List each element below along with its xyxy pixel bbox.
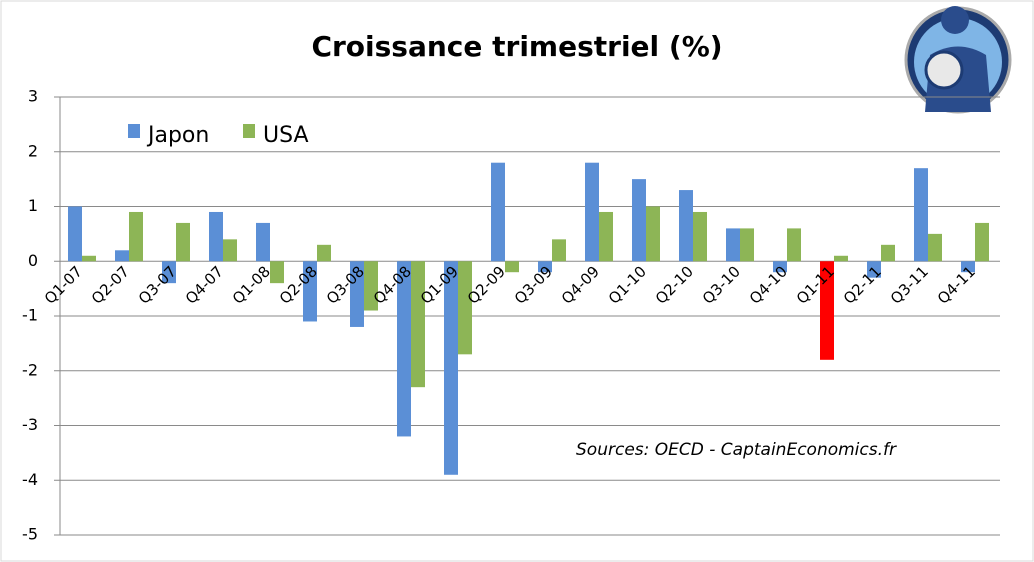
bar xyxy=(444,261,458,475)
bar xyxy=(773,261,787,273)
bar xyxy=(68,206,82,262)
bar xyxy=(646,206,660,262)
bar xyxy=(162,261,176,284)
bar xyxy=(914,168,928,262)
y-tick-label: -1 xyxy=(22,306,38,325)
bar xyxy=(129,211,143,262)
y-tick-label: 2 xyxy=(28,141,38,160)
bar xyxy=(82,255,96,262)
bar xyxy=(364,261,378,311)
y-tick-label: 0 xyxy=(28,251,38,270)
y-tick-label: -5 xyxy=(22,525,38,544)
bar xyxy=(740,228,754,262)
bar xyxy=(411,261,425,388)
bar xyxy=(223,239,237,262)
bar xyxy=(881,244,895,262)
bar xyxy=(834,255,848,262)
bar xyxy=(317,244,331,262)
y-tick-label: 1 xyxy=(28,196,38,215)
bar xyxy=(270,261,284,284)
legend-swatch xyxy=(243,124,255,138)
y-tick-label: -3 xyxy=(22,415,38,434)
bar xyxy=(538,261,552,273)
y-tick-label: -4 xyxy=(22,470,38,489)
legend-label: USA xyxy=(263,123,309,148)
bar xyxy=(303,261,317,322)
bar xyxy=(585,162,599,262)
bar xyxy=(867,261,881,278)
annotation: Sources: OECD - CaptainEconomics.fr xyxy=(576,440,897,460)
logo xyxy=(904,6,1012,114)
bar xyxy=(397,261,411,437)
bar xyxy=(256,222,270,262)
bar xyxy=(693,211,707,262)
bar xyxy=(679,190,693,262)
bar xyxy=(491,162,505,262)
y-tick-label: 3 xyxy=(28,87,38,106)
bar xyxy=(787,228,801,262)
bar xyxy=(975,222,989,262)
bar xyxy=(961,261,975,273)
chart-title: Croissance trimestriel (%) xyxy=(311,30,722,63)
bar xyxy=(820,261,834,360)
y-tick-label: -2 xyxy=(22,360,38,379)
bar xyxy=(552,239,566,262)
bar xyxy=(176,222,190,262)
bar xyxy=(599,211,613,262)
legend-label: Japon xyxy=(146,123,209,148)
bar xyxy=(928,233,942,262)
bar xyxy=(726,228,740,262)
bar xyxy=(115,250,129,262)
bar xyxy=(632,179,646,262)
bar xyxy=(505,261,519,273)
bar xyxy=(458,261,472,355)
bar xyxy=(350,261,364,327)
bar xyxy=(209,211,223,262)
legend-swatch xyxy=(128,124,140,138)
